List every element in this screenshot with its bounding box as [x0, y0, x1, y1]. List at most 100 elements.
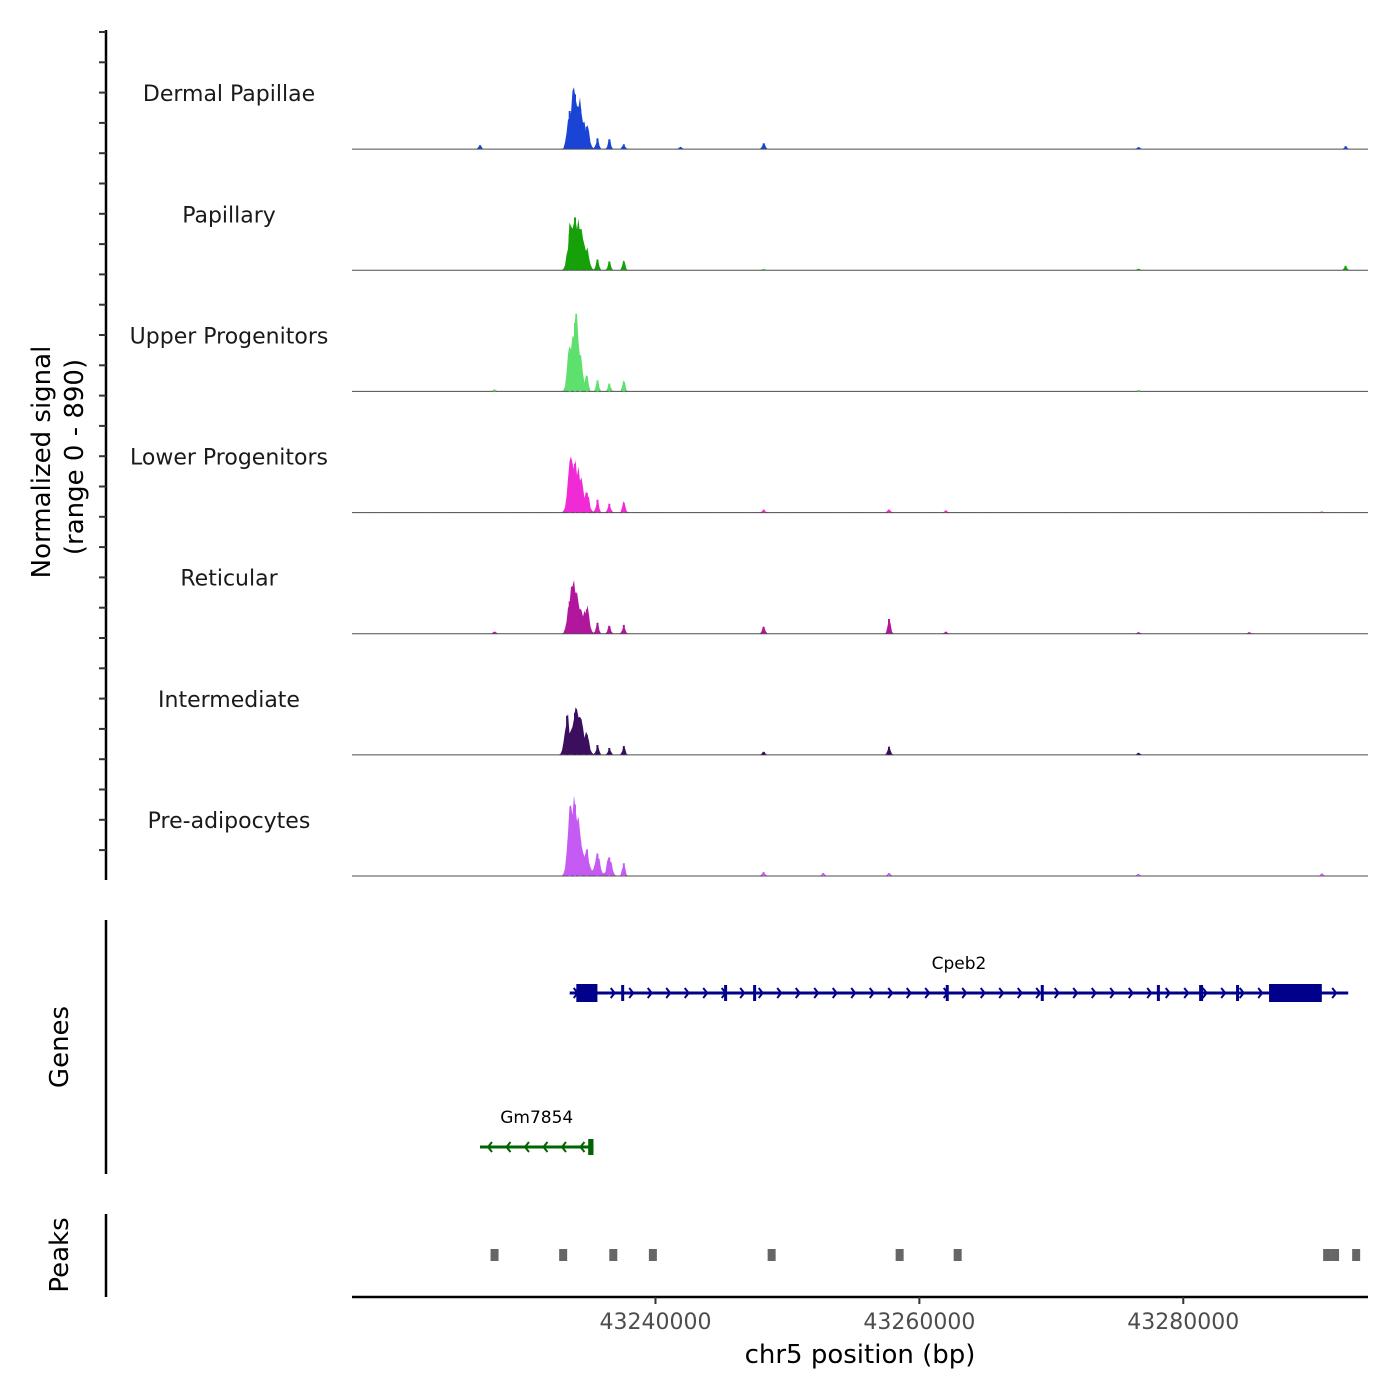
track-label: Dermal Papillae: [143, 82, 315, 107]
track-coverage-area: [352, 456, 1368, 513]
strand-chevron: [998, 987, 1005, 999]
strand-chevron: [1016, 987, 1023, 999]
track-6: Intermediate: [158, 688, 1368, 756]
track-coverage-area: [352, 795, 1368, 876]
track-coverage-area: [352, 218, 1368, 271]
peak-region: [490, 1249, 499, 1261]
strand-chevron: [523, 1141, 530, 1153]
strand-chevron: [1201, 987, 1208, 999]
gene-exon: [724, 985, 728, 1001]
gene-exon: [945, 985, 949, 1001]
strand-chevron: [1090, 987, 1097, 999]
peak-region: [648, 1249, 657, 1261]
strand-chevron: [486, 1141, 493, 1153]
gene-exon: [621, 985, 625, 1001]
strand-chevron: [702, 987, 709, 999]
strand-chevron: [887, 987, 894, 999]
track-label: Upper Progenitors: [130, 324, 329, 349]
strand-chevron: [868, 987, 875, 999]
genes-panel-title: Genes: [45, 1006, 75, 1088]
strand-chevron: [1109, 987, 1116, 999]
signal-y-axis: [99, 30, 108, 880]
peak-region: [559, 1249, 568, 1261]
strand-chevron: [665, 987, 672, 999]
strand-chevron: [850, 987, 857, 999]
strand-chevron: [560, 1141, 567, 1153]
strand-chevron: [831, 987, 838, 999]
genes-panel: Cpeb2 Gm7854: [104, 920, 1349, 1174]
peak-region: [609, 1249, 618, 1261]
track-1: Dermal Papillae: [143, 82, 1368, 150]
strand-chevron: [1072, 987, 1079, 999]
strand-chevron: [683, 987, 690, 999]
track-coverage-area: [352, 707, 1368, 755]
x-tick-label: 43260000: [863, 1310, 975, 1335]
gene-exon: [1040, 985, 1044, 1001]
strand-chevron: [628, 987, 635, 999]
gene-name-label: Gm7854: [500, 1108, 573, 1128]
peak-region: [1323, 1249, 1332, 1261]
strand-chevron: [739, 987, 746, 999]
x-tick-label: 43280000: [1127, 1310, 1239, 1335]
strand-chevron: [1127, 987, 1134, 999]
x-axis: 43240000 43260000 43280000: [352, 1295, 1368, 1335]
track-3: Upper Progenitors: [130, 313, 1368, 392]
strand-chevron: [1238, 987, 1245, 999]
track-2: Papillary: [182, 203, 1368, 271]
strand-chevron: [979, 987, 986, 999]
strand-chevron: [794, 987, 801, 999]
strand-chevron: [609, 987, 616, 999]
strand-chevron: [542, 1141, 549, 1153]
strand-chevron: [1146, 987, 1153, 999]
peaks-panel-title: Peaks: [45, 1217, 75, 1292]
coverage-tracks: Dermal Papillae Papillary Upper Progenitor…: [130, 82, 1368, 877]
strand-chevron: [646, 987, 653, 999]
x-axis-title: chr5 position (bp): [745, 1340, 976, 1370]
gene-gm7854: Gm7854: [479, 1108, 594, 1155]
strand-chevron: [1035, 987, 1042, 999]
y-axis-range-label: (range 0 - 890): [60, 359, 90, 555]
track-label: Papillary: [182, 203, 276, 228]
strand-chevron: [905, 987, 912, 999]
strand-chevron: [924, 987, 931, 999]
peak-region: [953, 1249, 962, 1261]
gene-exon: [588, 1139, 594, 1155]
strand-chevron: [1220, 987, 1227, 999]
strand-chevron: [1053, 987, 1060, 999]
strand-chevron: [505, 1141, 512, 1153]
track-7: Pre-adipocytes: [148, 795, 1368, 877]
track-coverage-area: [352, 580, 1368, 634]
strand-chevron: [813, 987, 820, 999]
gene-exon: [1269, 984, 1322, 1002]
strand-chevron: [579, 1141, 586, 1153]
track-label: Lower Progenitors: [130, 446, 328, 471]
strand-chevron: [776, 987, 783, 999]
gene-exon: [576, 984, 598, 1002]
strand-chevron: [757, 987, 764, 999]
peak-region: [1352, 1249, 1361, 1261]
strand-chevron: [1183, 987, 1190, 999]
peak-region: [895, 1249, 904, 1261]
gene-name-label: Cpeb2: [932, 954, 987, 974]
peak-region: [1331, 1249, 1340, 1261]
track-label: Intermediate: [158, 688, 300, 713]
strand-chevron: [1164, 987, 1171, 999]
strand-chevron: [961, 987, 968, 999]
strand-chevron: [1257, 987, 1264, 999]
gene-exon: [1199, 985, 1204, 1001]
gene-exon: [1156, 985, 1160, 1001]
x-tick-label: 43240000: [599, 1310, 711, 1335]
track-4: Lower Progenitors: [130, 446, 1368, 514]
track-5: Reticular: [180, 567, 1368, 635]
track-coverage-area: [352, 87, 1368, 150]
peaks-panel: [104, 1214, 1361, 1297]
y-axis-title: Normalized signal: [27, 346, 57, 579]
track-label: Reticular: [180, 567, 278, 592]
gene-exon: [753, 985, 757, 1001]
peak-region: [767, 1249, 776, 1261]
track-coverage-area: [352, 313, 1368, 392]
gene-exon: [1236, 985, 1240, 1001]
strand-chevron: [1331, 987, 1338, 999]
